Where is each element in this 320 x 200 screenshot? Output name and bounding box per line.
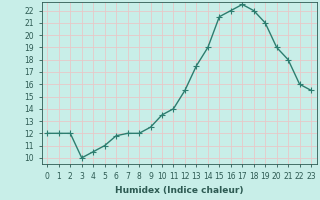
X-axis label: Humidex (Indice chaleur): Humidex (Indice chaleur) xyxy=(115,186,244,195)
